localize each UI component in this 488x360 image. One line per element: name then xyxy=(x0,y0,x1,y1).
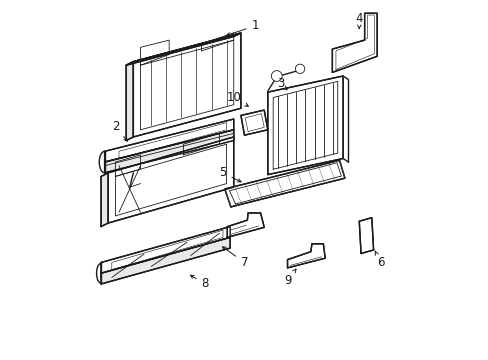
Circle shape xyxy=(295,64,304,73)
Polygon shape xyxy=(101,173,108,226)
Polygon shape xyxy=(267,76,343,175)
Text: 9: 9 xyxy=(283,269,295,287)
Polygon shape xyxy=(104,119,233,162)
Polygon shape xyxy=(108,137,233,223)
Polygon shape xyxy=(332,13,376,72)
Polygon shape xyxy=(133,33,241,137)
Polygon shape xyxy=(241,110,267,135)
Text: 2: 2 xyxy=(111,120,127,141)
Polygon shape xyxy=(101,237,230,284)
Polygon shape xyxy=(224,160,344,207)
Polygon shape xyxy=(227,213,264,237)
Text: 1: 1 xyxy=(226,19,259,36)
Text: 7: 7 xyxy=(222,247,248,269)
Text: 6: 6 xyxy=(374,251,384,269)
Polygon shape xyxy=(359,218,373,253)
Polygon shape xyxy=(126,62,133,140)
Text: 8: 8 xyxy=(190,275,208,291)
Polygon shape xyxy=(101,226,230,273)
Polygon shape xyxy=(104,130,233,173)
Text: 10: 10 xyxy=(226,91,248,106)
Polygon shape xyxy=(287,244,325,268)
Text: 3: 3 xyxy=(276,77,286,90)
Text: 5: 5 xyxy=(219,166,241,182)
Text: 4: 4 xyxy=(355,12,362,28)
Polygon shape xyxy=(126,33,241,65)
Circle shape xyxy=(271,71,282,81)
